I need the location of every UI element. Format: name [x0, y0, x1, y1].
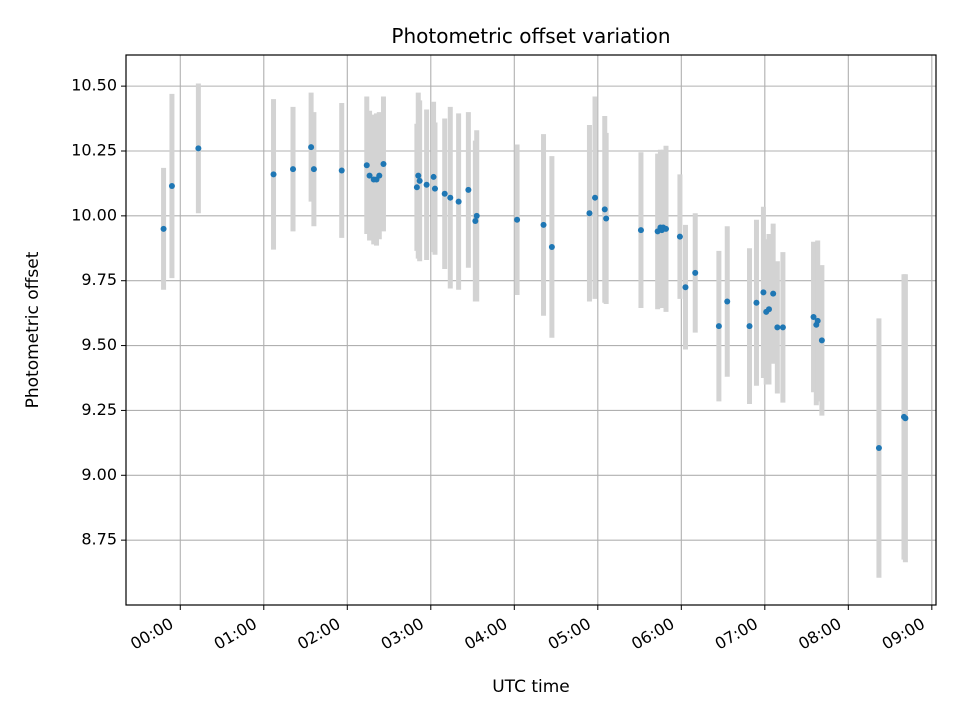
y-axis-label: Photometric offset — [23, 251, 43, 408]
data-point — [592, 194, 599, 201]
data-point — [603, 215, 610, 222]
y-tick-label: 10.50 — [71, 76, 117, 95]
data-point — [195, 145, 202, 152]
data-point — [431, 185, 438, 192]
x-tick-label: 02:00 — [294, 614, 343, 654]
data-point — [413, 184, 420, 191]
data-point — [676, 233, 683, 240]
grid — [126, 55, 936, 605]
x-tick-label: 08:00 — [795, 614, 844, 654]
y-tick-label: 10.00 — [71, 205, 117, 224]
data-point — [415, 172, 422, 179]
y-tick-label: 8.75 — [81, 530, 117, 549]
data-point — [814, 317, 821, 324]
data-point — [430, 173, 437, 180]
data-point — [746, 323, 753, 330]
x-tick-label: 05:00 — [545, 614, 594, 654]
data-point — [473, 212, 480, 219]
data-point — [310, 166, 317, 173]
data-point — [779, 324, 786, 331]
x-tick-label: 01:00 — [211, 614, 260, 654]
data-point — [774, 324, 781, 331]
data-point — [902, 415, 909, 422]
data-point — [818, 337, 825, 344]
data-point — [168, 183, 175, 190]
data-point — [715, 323, 722, 330]
data-point — [663, 225, 669, 232]
data-point — [637, 227, 644, 234]
data-point — [810, 314, 817, 321]
x-tick-label: 09:00 — [879, 614, 928, 654]
data-point — [765, 306, 772, 313]
data-point — [290, 166, 297, 173]
data-point — [472, 218, 479, 225]
chart-title: Photometric offset variation — [391, 24, 670, 48]
data-point — [447, 194, 454, 201]
data-point — [514, 216, 521, 223]
data-point — [875, 445, 882, 452]
y-tick-label: 10.25 — [71, 140, 117, 159]
y-tick-label: 9.00 — [81, 465, 117, 484]
data-point — [416, 177, 423, 184]
y-tick-label: 9.50 — [81, 335, 117, 354]
x-tick-label: 00:00 — [127, 614, 176, 654]
data-point — [540, 221, 547, 228]
data-point — [363, 162, 370, 169]
x-tick-label: 06:00 — [628, 614, 677, 654]
data-point — [366, 172, 373, 179]
data-point — [548, 243, 555, 250]
x-axis-label: UTC time — [492, 677, 570, 697]
error-bars — [161, 83, 908, 578]
data-point — [338, 167, 345, 174]
data-point — [423, 181, 430, 188]
y-tick-label: 9.75 — [81, 270, 117, 289]
data-point — [760, 289, 767, 296]
data-point — [160, 225, 167, 232]
plot-area — [125, 54, 937, 606]
data-point — [380, 160, 387, 167]
data-point — [753, 299, 760, 306]
data-point — [270, 171, 277, 178]
data-point — [376, 172, 383, 179]
data-points — [160, 144, 909, 452]
data-point — [465, 186, 472, 193]
data-point — [682, 284, 689, 291]
data-point — [724, 298, 731, 305]
data-point — [586, 210, 593, 217]
data-point — [441, 190, 448, 197]
y-tick-label: 9.25 — [81, 400, 117, 419]
x-tick-label: 03:00 — [378, 614, 427, 654]
data-point — [601, 206, 608, 213]
data-point — [770, 290, 777, 297]
data-point — [455, 198, 462, 205]
x-tick-label: 07:00 — [712, 614, 761, 654]
data-point — [308, 144, 315, 151]
data-point — [692, 269, 699, 276]
x-tick-label: 04:00 — [461, 614, 510, 654]
